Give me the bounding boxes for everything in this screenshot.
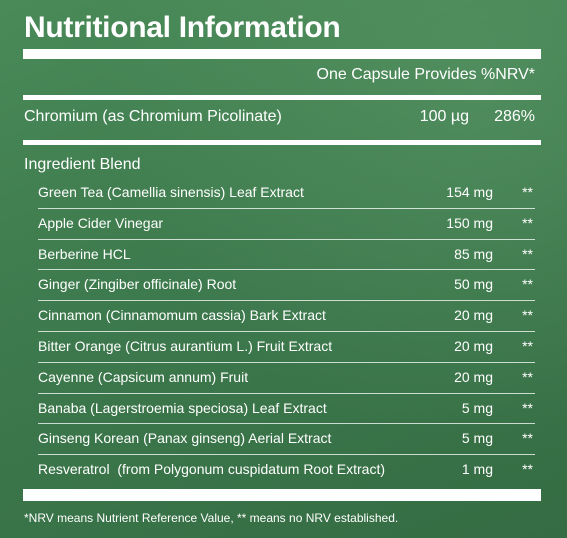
ingredient-row: Apple Cider Vinegar 150 mg ** [38,209,535,240]
ingredient-amount: 50 mg [454,276,493,293]
ingredient-amount: 5 mg [461,399,493,416]
bottom-divider-bar [23,489,541,501]
ingredient-nrv: ** [522,214,533,231]
ingredient-row: Berberine HCL 85 mg ** [38,240,535,271]
serving-header: One Capsule Provides %NRV* [316,66,535,83]
ingredient-amount: 20 mg [454,337,493,354]
ingredient-row: Resveratrol (from Polygonum cuspidatum R… [38,455,535,486]
ingredient-nrv: ** [522,461,533,478]
ingredient-name: Banaba (Lagerstroemia speciosa) Leaf Ext… [38,399,327,416]
ingredient-amount: 154 mg [446,184,493,200]
ingredient-row: Bitter Orange (Citrus aurantium L.) Frui… [38,332,535,363]
top-divider-bar [23,49,541,59]
ingredient-nrv: ** [522,337,533,354]
ingredient-row: Ginger (Zingiber officinale) Root 50 mg … [38,270,535,302]
ingredient-amount: 150 mg [446,214,493,231]
ingredient-row: Cayenne (Capsicum annum) Fruit 20 mg ** [38,363,535,394]
ingredient-nrv: ** [522,276,533,293]
chromium-nrv: 286% [494,108,535,125]
chromium-name: Chromium (as Chromium Picolinate) [24,108,282,125]
ingredient-name: Ginger (Zingiber officinale) Root [38,276,237,293]
ingredient-nrv: ** [522,399,533,416]
ingredient-name: Resveratrol (from Polygonum cuspidatum R… [38,461,386,478]
ingredient-name: Bitter Orange (Citrus aurantium L.) Frui… [38,337,333,354]
ingredient-name: Apple Cider Vinegar [38,214,164,231]
ingredient-name: Ginseng Korean (Panax ginseng) Aerial Ex… [38,430,332,447]
ingredient-amount: 85 mg [454,245,493,262]
ingredient-nrv: ** [522,430,533,447]
ingredient-name: Berberine HCL [38,245,131,262]
ingredient-nrv: ** [522,368,533,385]
ingredient-name: Green Tea (Camellia sinensis) Leaf Extra… [38,184,304,200]
ingredient-name: Cayenne (Capsicum annum) Fruit [38,368,249,385]
ingredient-amount: 1 mg [461,461,493,478]
ingredient-nrv: ** [522,184,533,200]
ingredient-amount: 20 mg [454,368,493,385]
ingredient-row: Ginseng Korean (Panax ginseng) Aerial Ex… [38,424,535,456]
chromium-row: Chromium (as Chromium Picolinate) 100 µg… [24,108,535,130]
ingredient-amount: 20 mg [454,307,493,324]
ingredient-nrv: ** [522,307,533,324]
ingredient-nrv: ** [522,245,533,262]
chromium-amount: 100 µg [419,108,469,125]
header-divider-bar [23,95,541,100]
ingredient-list: Green Tea (Camellia sinensis) Leaf Extra… [38,178,535,486]
ingredient-name: Cinnamon (Cinnamomum cassia) Bark Extrac… [38,307,326,324]
ingredient-row: Green Tea (Camellia sinensis) Leaf Extra… [38,178,535,209]
ingredient-row: Cinnamon (Cinnamomum cassia) Bark Extrac… [38,301,535,332]
footnote: *NRV means Nutrient Reference Value, ** … [24,511,399,525]
ingredient-row: Banaba (Lagerstroemia speciosa) Leaf Ext… [38,394,535,425]
ingredient-amount: 5 mg [461,430,493,447]
section-divider-bar [23,140,541,145]
page-title: Nutritional Information [24,11,341,44]
blend-title: Ingredient Blend [24,156,141,173]
